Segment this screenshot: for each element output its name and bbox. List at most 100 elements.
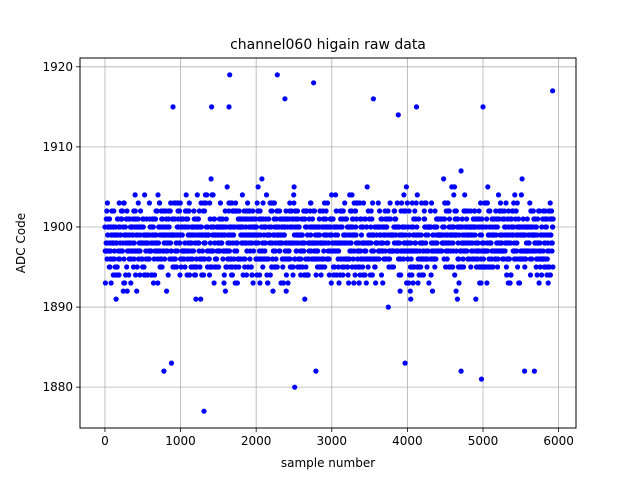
data-point bbox=[329, 192, 335, 198]
data-point bbox=[210, 248, 216, 254]
data-point bbox=[207, 216, 213, 222]
data-point bbox=[181, 256, 187, 262]
x-axis-ticks: 0 1000 2000 3000 4000 5000 6000 bbox=[101, 428, 574, 448]
outlier-point bbox=[531, 368, 538, 374]
data-point bbox=[517, 280, 523, 286]
data-point bbox=[451, 224, 457, 230]
data-point bbox=[456, 280, 462, 286]
data-point bbox=[164, 248, 170, 254]
data-point bbox=[308, 200, 314, 206]
data-point bbox=[334, 232, 341, 238]
data-point bbox=[537, 208, 543, 214]
x-tick-label: 1000 bbox=[165, 434, 196, 448]
data-point bbox=[499, 240, 505, 246]
data-point bbox=[262, 248, 268, 254]
data-point bbox=[119, 216, 125, 222]
data-point bbox=[408, 256, 414, 262]
data-point bbox=[301, 248, 307, 254]
data-point bbox=[415, 280, 421, 286]
data-point bbox=[333, 192, 339, 198]
data-point bbox=[265, 256, 271, 262]
data-point bbox=[529, 256, 535, 262]
data-point bbox=[234, 240, 240, 246]
data-point bbox=[324, 200, 331, 206]
data-point bbox=[302, 240, 308, 246]
data-point bbox=[255, 240, 261, 246]
data-point bbox=[456, 256, 462, 262]
data-point bbox=[283, 288, 289, 294]
data-point bbox=[316, 232, 323, 238]
data-point bbox=[265, 280, 271, 286]
y-axis-ticks: 1880 1890 1900 1910 1920 bbox=[42, 60, 80, 394]
data-point bbox=[245, 200, 251, 206]
data-point bbox=[174, 264, 180, 270]
data-point bbox=[315, 248, 321, 254]
data-point bbox=[311, 208, 318, 214]
data-point bbox=[507, 240, 514, 246]
data-point bbox=[484, 280, 490, 286]
data-point bbox=[155, 240, 162, 246]
data-point bbox=[318, 272, 324, 278]
data-point bbox=[285, 280, 291, 286]
data-point bbox=[360, 224, 366, 230]
outlier-point bbox=[227, 72, 233, 78]
data-point bbox=[182, 264, 188, 270]
data-point bbox=[460, 256, 466, 262]
data-point bbox=[345, 272, 351, 278]
data-point bbox=[286, 248, 292, 254]
data-point bbox=[547, 200, 553, 206]
data-point bbox=[387, 200, 393, 206]
data-point bbox=[484, 200, 490, 206]
data-point bbox=[231, 256, 237, 262]
data-point bbox=[283, 272, 289, 278]
outlier-point bbox=[370, 96, 376, 102]
data-point bbox=[407, 288, 413, 294]
data-point bbox=[358, 248, 364, 254]
data-point bbox=[150, 224, 156, 230]
data-point bbox=[364, 224, 370, 230]
data-point bbox=[166, 216, 172, 222]
data-point bbox=[298, 272, 304, 278]
y-tick-label: 1920 bbox=[42, 60, 73, 74]
data-point bbox=[468, 208, 474, 214]
data-point bbox=[369, 216, 375, 222]
data-point bbox=[356, 280, 362, 286]
data-point bbox=[231, 232, 237, 238]
data-point bbox=[146, 256, 152, 262]
data-point bbox=[503, 200, 509, 206]
data-point bbox=[281, 232, 287, 238]
data-point bbox=[406, 232, 412, 238]
data-point bbox=[439, 248, 445, 254]
data-point bbox=[290, 272, 296, 278]
data-point bbox=[365, 264, 371, 270]
data-point bbox=[353, 208, 359, 214]
data-point bbox=[462, 192, 468, 198]
data-point bbox=[544, 256, 550, 262]
data-point bbox=[291, 184, 297, 190]
data-point bbox=[444, 256, 450, 262]
data-point bbox=[519, 176, 525, 182]
data-point bbox=[313, 272, 319, 278]
data-point bbox=[353, 232, 359, 238]
data-point bbox=[495, 192, 502, 198]
data-point bbox=[221, 272, 227, 278]
data-point bbox=[408, 296, 414, 302]
outlier-point bbox=[550, 88, 556, 94]
data-point bbox=[534, 232, 540, 238]
data-point bbox=[412, 208, 418, 214]
data-point bbox=[384, 224, 390, 230]
data-point bbox=[254, 200, 260, 206]
outlier-point bbox=[161, 368, 167, 374]
data-point bbox=[502, 248, 508, 254]
data-point bbox=[207, 240, 213, 246]
data-point bbox=[342, 200, 348, 206]
data-point bbox=[116, 200, 122, 206]
data-point bbox=[192, 272, 199, 278]
data-point bbox=[363, 280, 369, 286]
data-point bbox=[157, 200, 163, 206]
data-point bbox=[117, 256, 123, 262]
data-point bbox=[243, 272, 250, 278]
data-point bbox=[296, 224, 302, 230]
data-point bbox=[484, 216, 490, 222]
data-point bbox=[515, 264, 521, 270]
